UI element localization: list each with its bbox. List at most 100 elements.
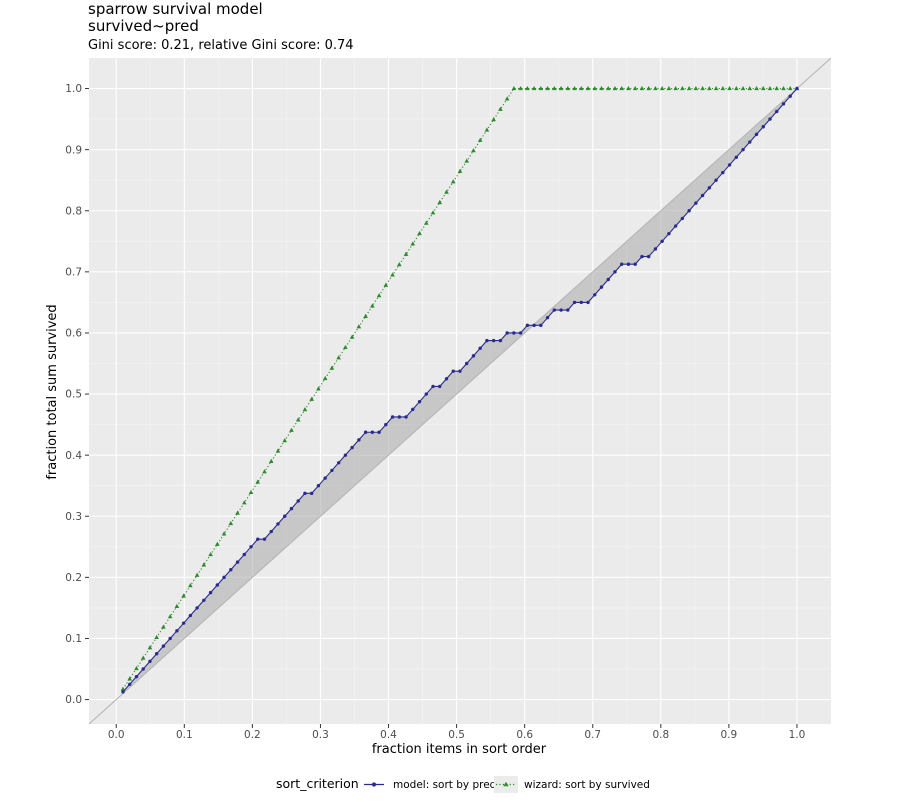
- point-wizard: [626, 85, 631, 91]
- point-model: [249, 545, 253, 549]
- point-wizard: [552, 85, 557, 91]
- point-model: [640, 254, 644, 259]
- point-model: [303, 491, 307, 496]
- point-wizard: [383, 282, 389, 287]
- point-wizard: [720, 85, 726, 91]
- point-model: [707, 186, 712, 190]
- point-wizard: [316, 386, 321, 391]
- point-wizard: [619, 85, 625, 91]
- y-tick-label: 0.7: [65, 266, 82, 278]
- point-wizard: [774, 85, 780, 91]
- x-tick-label: 0.2: [244, 729, 261, 741]
- point-model: [188, 613, 193, 618]
- x-tick-label: 0.4: [380, 729, 397, 741]
- x-tick-label: 1.0: [789, 729, 806, 741]
- point-wizard: [134, 665, 139, 671]
- point-model: [532, 323, 536, 328]
- legend-key-model-point: [371, 782, 377, 787]
- point-model: [154, 652, 159, 656]
- point-model: [451, 369, 455, 373]
- point-wizard: [491, 117, 496, 122]
- y-tick-label: 0.2: [65, 572, 82, 584]
- point-wizard: [349, 334, 355, 339]
- point-wizard: [727, 85, 732, 91]
- plot-marks: [88, 57, 832, 725]
- point-model: [202, 598, 206, 602]
- x-tick-label: 0.7: [584, 729, 601, 741]
- point-wizard: [457, 168, 463, 173]
- x-tick-label: 0.3: [312, 729, 329, 741]
- point-model: [687, 209, 691, 213]
- point-model: [316, 484, 321, 488]
- y-axis-label: fraction total sum survived: [45, 304, 60, 479]
- point-model: [478, 346, 482, 350]
- point-model: [754, 132, 759, 137]
- point-wizard: [167, 614, 173, 619]
- point-wizard: [181, 593, 186, 598]
- point-wizard: [686, 85, 692, 91]
- point-model: [283, 514, 287, 518]
- point-model: [215, 583, 220, 587]
- x-tick-label: 0.1: [176, 729, 193, 741]
- point-wizard: [498, 106, 503, 111]
- point-wizard: [289, 427, 294, 432]
- legend-label-wizard: wizard: sort by survived: [524, 779, 650, 791]
- point-model: [566, 308, 570, 312]
- point-wizard: [120, 686, 126, 691]
- legend-key-wizard-point: [503, 781, 509, 787]
- point-wizard: [484, 127, 490, 132]
- point-wizard: [403, 251, 409, 256]
- point-model: [539, 323, 543, 328]
- legend-title: sort_criterion: [276, 776, 359, 791]
- point-model: [512, 331, 516, 335]
- point-model: [343, 453, 348, 457]
- point-wizard: [201, 562, 207, 567]
- point-model: [121, 690, 125, 694]
- point-wizard: [767, 85, 773, 91]
- point-wizard: [734, 85, 739, 91]
- point-model: [323, 476, 327, 480]
- point-model: [626, 262, 631, 266]
- point-wizard: [127, 676, 133, 681]
- point-model: [491, 338, 496, 343]
- legend-label-model: model: sort by pred: [393, 779, 496, 791]
- point-model: [734, 155, 739, 159]
- point-model: [620, 262, 624, 266]
- y-tick-label: 0.9: [65, 144, 82, 156]
- point-model: [458, 369, 462, 373]
- point-wizard: [558, 85, 564, 91]
- y-tick-label: 0.6: [65, 328, 82, 340]
- point-model: [714, 178, 718, 182]
- point-model: [181, 621, 186, 625]
- point-wizard: [410, 241, 416, 246]
- x-tick-label: 0.6: [516, 729, 533, 741]
- y-tick-label: 0.1: [65, 633, 82, 645]
- point-wizard: [417, 230, 422, 236]
- point-model: [336, 461, 341, 465]
- point-wizard: [518, 85, 523, 91]
- point-model: [397, 415, 402, 419]
- point-model: [363, 430, 368, 434]
- point-model: [485, 338, 489, 343]
- point-model: [498, 338, 503, 343]
- y-tick-label: 0.4: [65, 450, 82, 462]
- point-wizard: [268, 458, 274, 463]
- point-wizard: [322, 375, 328, 381]
- point-wizard: [760, 85, 766, 91]
- y-tick-label: 0.5: [65, 389, 82, 401]
- point-wizard: [329, 365, 335, 370]
- point-wizard: [639, 85, 645, 91]
- point-model: [552, 308, 557, 312]
- point-wizard: [578, 85, 584, 91]
- point-wizard: [538, 85, 544, 91]
- point-model: [438, 384, 442, 389]
- y-tick-label: 1.0: [65, 83, 82, 95]
- legend: sort_criterion model: sort by pred wizar…: [276, 776, 650, 793]
- point-wizard: [140, 655, 146, 660]
- point-wizard: [450, 179, 456, 184]
- point-model: [613, 270, 617, 274]
- x-tick-label: 0.5: [448, 729, 465, 741]
- point-wizard: [255, 479, 261, 484]
- point-model: [148, 659, 152, 664]
